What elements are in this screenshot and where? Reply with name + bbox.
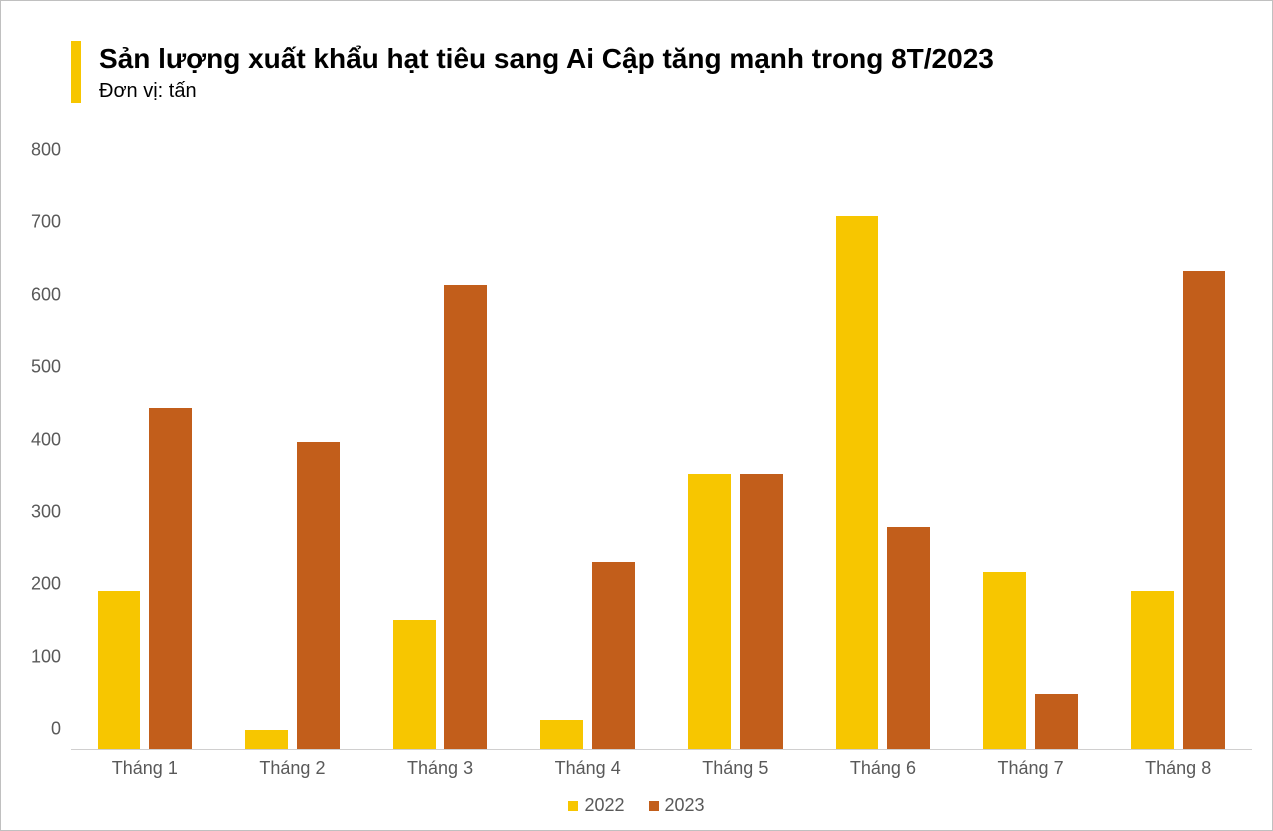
x-axis-tick-label: Tháng 5 (702, 758, 768, 779)
y-axis-tick-label: 300 (31, 501, 61, 522)
legend: 2022 2023 (1, 795, 1272, 816)
legend-item: 2022 (568, 795, 624, 816)
y-axis-tick-label: 0 (51, 719, 61, 740)
data-bar (393, 620, 436, 750)
x-axis-line (71, 749, 1252, 750)
x-axis-tick-label: Tháng 2 (259, 758, 325, 779)
data-bar (297, 442, 340, 750)
chart-subtitle: Đơn vị: tấn (99, 80, 994, 103)
data-bar (1131, 591, 1174, 750)
chart-frame: Sản lượng xuất khẩu hạt tiêu sang Ai Cập… (0, 0, 1273, 831)
title-text-wrap: Sản lượng xuất khẩu hạt tiêu sang Ai Cập… (99, 41, 994, 103)
y-axis-tick-label: 400 (31, 429, 61, 450)
y-axis-tick-label: 200 (31, 574, 61, 595)
data-bar (540, 720, 583, 750)
x-axis-tick-label: Tháng 8 (1145, 758, 1211, 779)
data-bar (887, 527, 930, 750)
data-bar (149, 408, 192, 750)
y-axis-tick-label: 800 (31, 140, 61, 161)
plot-area: 0100200300400500600700800Tháng 1Tháng 2T… (71, 171, 1252, 750)
y-axis-tick-label: 700 (31, 212, 61, 233)
legend-item: 2023 (649, 795, 705, 816)
chart-title-block: Sản lượng xuất khẩu hạt tiêu sang Ai Cập… (71, 41, 1232, 103)
legend-swatch (649, 801, 659, 811)
data-bar (740, 474, 783, 750)
y-axis-tick-label: 500 (31, 357, 61, 378)
data-bar (983, 572, 1026, 750)
y-axis-tick-label: 100 (31, 646, 61, 667)
data-bar (98, 591, 141, 750)
x-axis-tick-label: Tháng 1 (112, 758, 178, 779)
data-bar (1035, 694, 1078, 750)
y-axis-tick-label: 600 (31, 284, 61, 305)
data-bar (245, 730, 288, 750)
title-accent-bar (71, 41, 81, 103)
x-axis-tick-label: Tháng 4 (555, 758, 621, 779)
data-bar (592, 562, 635, 750)
legend-label: 2023 (665, 795, 705, 816)
data-bar (836, 216, 879, 750)
legend-label: 2022 (584, 795, 624, 816)
x-axis-tick-label: Tháng 7 (998, 758, 1064, 779)
x-axis-tick-label: Tháng 3 (407, 758, 473, 779)
legend-swatch (568, 801, 578, 811)
bars-layer (71, 171, 1252, 750)
data-bar (688, 474, 731, 750)
x-axis-tick-label: Tháng 6 (850, 758, 916, 779)
chart-title: Sản lượng xuất khẩu hạt tiêu sang Ai Cập… (99, 41, 994, 76)
data-bar (444, 285, 487, 750)
data-bar (1183, 271, 1226, 750)
